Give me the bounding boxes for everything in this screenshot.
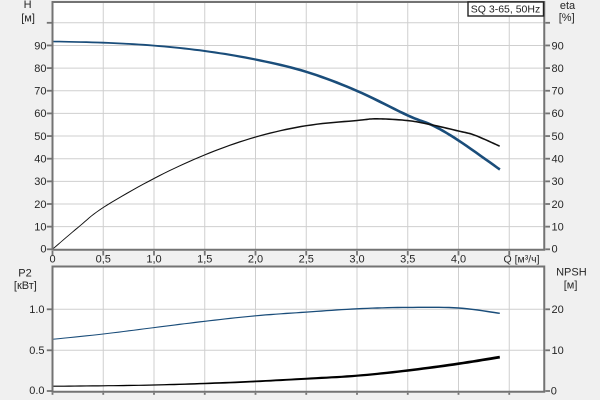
svg-text:80: 80 <box>34 63 46 75</box>
svg-text:SQ 3-65, 50Hz: SQ 3-65, 50Hz <box>471 4 540 16</box>
svg-text:3,0: 3,0 <box>349 254 364 266</box>
svg-text:[м]: [м] <box>564 280 578 292</box>
svg-text:20: 20 <box>552 199 564 211</box>
svg-text:80: 80 <box>552 63 564 75</box>
svg-text:H: H <box>24 0 32 11</box>
svg-text:[м]: [м] <box>21 13 35 25</box>
svg-text:60: 60 <box>552 108 564 120</box>
svg-text:20: 20 <box>552 304 564 316</box>
svg-text:4,0: 4,0 <box>451 254 466 266</box>
svg-text:3,5: 3,5 <box>400 254 415 266</box>
svg-text:0: 0 <box>552 243 558 255</box>
svg-text:10: 10 <box>552 222 564 234</box>
svg-text:30: 30 <box>34 176 46 188</box>
svg-text:70: 70 <box>552 86 564 98</box>
svg-text:2,0: 2,0 <box>248 254 263 266</box>
svg-text:0: 0 <box>49 254 55 266</box>
svg-text:10: 10 <box>34 222 46 234</box>
svg-text:1,5: 1,5 <box>197 254 212 266</box>
svg-text:P2: P2 <box>18 267 31 279</box>
svg-text:50: 50 <box>552 131 564 143</box>
svg-text:40: 40 <box>552 154 564 166</box>
svg-text:[кВт]: [кВт] <box>14 280 37 292</box>
svg-text:20: 20 <box>34 199 46 211</box>
svg-text:0.5: 0.5 <box>29 345 44 357</box>
svg-text:Q [м³/ч]: Q [м³/ч] <box>503 253 539 265</box>
svg-text:60: 60 <box>34 108 46 120</box>
svg-text:1.0: 1.0 <box>29 304 44 316</box>
svg-text:70: 70 <box>34 86 46 98</box>
svg-text:0,5: 0,5 <box>96 254 111 266</box>
svg-text:NPSH: NPSH <box>556 267 587 279</box>
svg-text:0.0: 0.0 <box>29 385 44 397</box>
svg-text:30: 30 <box>552 176 564 188</box>
svg-text:50: 50 <box>34 131 46 143</box>
svg-text:eta: eta <box>560 0 576 12</box>
svg-text:90: 90 <box>34 40 46 52</box>
svg-text:0: 0 <box>551 386 557 398</box>
svg-text:40: 40 <box>34 154 46 166</box>
svg-text:[%]: [%] <box>559 12 575 24</box>
svg-text:0: 0 <box>40 243 46 255</box>
svg-text:1,0: 1,0 <box>146 254 161 266</box>
svg-text:2,5: 2,5 <box>299 254 314 266</box>
svg-text:10: 10 <box>552 345 564 357</box>
svg-text:90: 90 <box>552 40 564 52</box>
